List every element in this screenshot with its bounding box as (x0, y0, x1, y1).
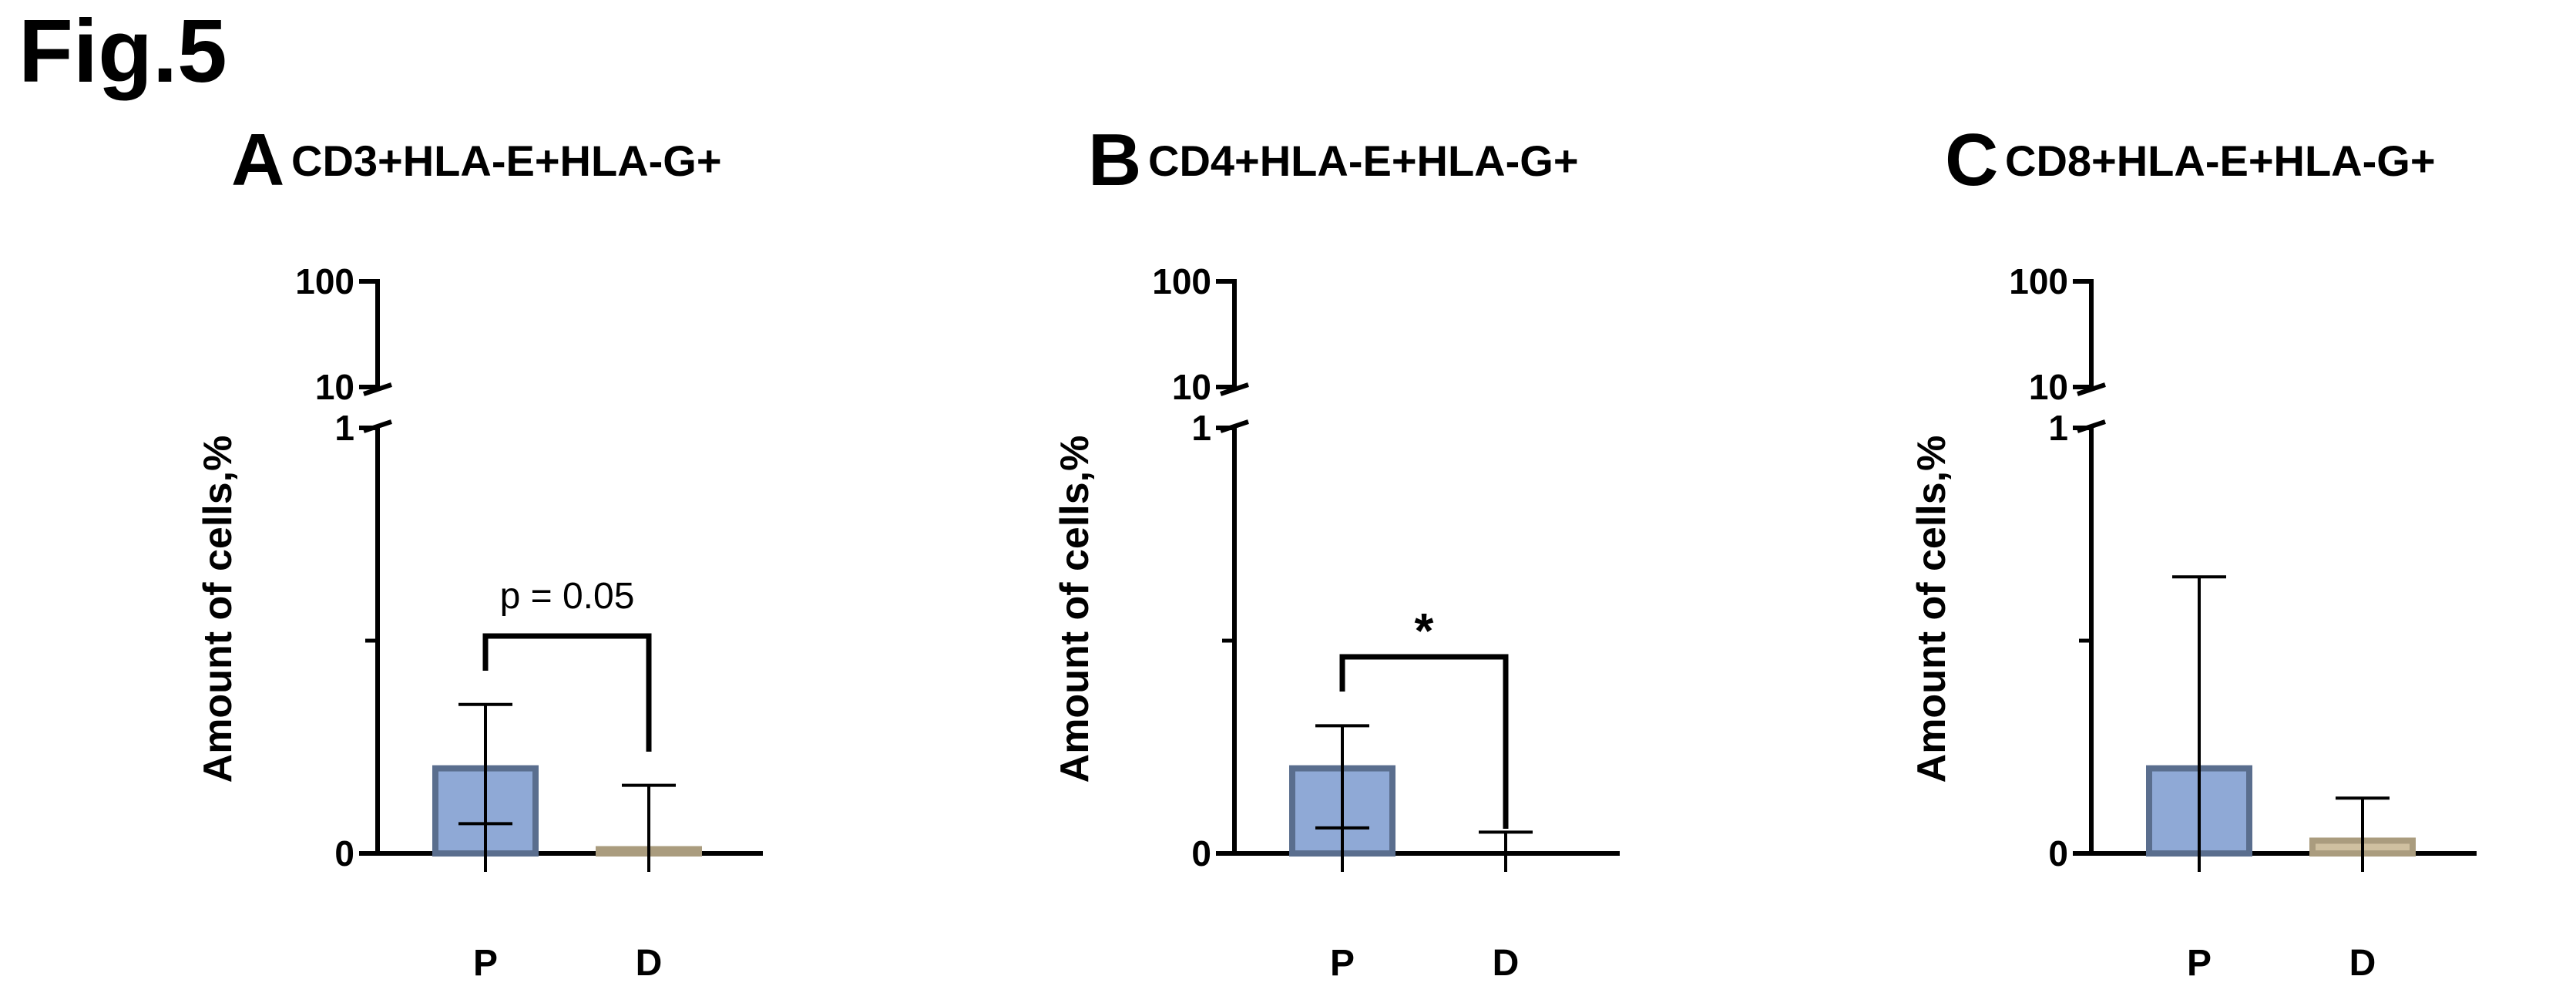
panel-title: CD3+HLA-E+HLA-G+ (291, 136, 722, 185)
y-tick-label: 0 (1191, 833, 1211, 873)
significance-label: * (1415, 603, 1434, 658)
chart-panel-b: B CD4+HLA-E+HLA-G+ 0 110 100 Amount of cells,… (1053, 119, 1620, 984)
y-tick-label: 10 (1172, 367, 1211, 407)
chart-panel-a: A CD3+HLA-E+HLA-G+ 0 110 100 Amount of cells,… (196, 119, 763, 984)
y-axis-label: Amount of cells,% (1053, 436, 1097, 783)
y-tick-label: 10 (2029, 367, 2068, 407)
y-tick-label: 1 (2048, 408, 2068, 448)
y-axis-label: Amount of cells,% (1909, 436, 1954, 783)
significance-bracket (1339, 654, 1509, 829)
y-tick-label: 1 (1191, 408, 1211, 448)
panel-title: CD4+HLA-E+HLA-G+ (1148, 136, 1579, 185)
x-category-label: P (2187, 943, 2212, 984)
panel-letter: A (231, 119, 284, 201)
chart-panel-c: C CD8+HLA-E+HLA-G+ 0 110 100 Amount of cells,… (1909, 119, 2477, 984)
significance-bracket (482, 633, 652, 752)
x-category-label: P (473, 943, 498, 984)
figure-title: Fig.5 (18, 1, 227, 101)
panel-title: CD8+HLA-E+HLA-G+ (2005, 136, 2436, 185)
y-tick-label: 10 (315, 367, 354, 407)
x-category-label: D (1493, 943, 1520, 984)
y-tick-label: 100 (2009, 261, 2068, 301)
y-axis-label: Amount of cells,% (196, 436, 240, 783)
x-category-label: D (2349, 943, 2376, 984)
x-category-label: D (636, 943, 663, 984)
significance-label: p = 0.05 (500, 576, 635, 617)
x-category-label: P (1330, 943, 1355, 984)
panel-letter: C (1945, 119, 1998, 201)
y-tick-label: 100 (295, 261, 354, 301)
panel-letter: B (1088, 119, 1141, 201)
y-tick-label: 100 (1152, 261, 1211, 301)
y-tick-label: 1 (334, 408, 354, 448)
y-tick-label: 0 (2048, 833, 2068, 873)
y-tick-label: 0 (334, 833, 354, 873)
